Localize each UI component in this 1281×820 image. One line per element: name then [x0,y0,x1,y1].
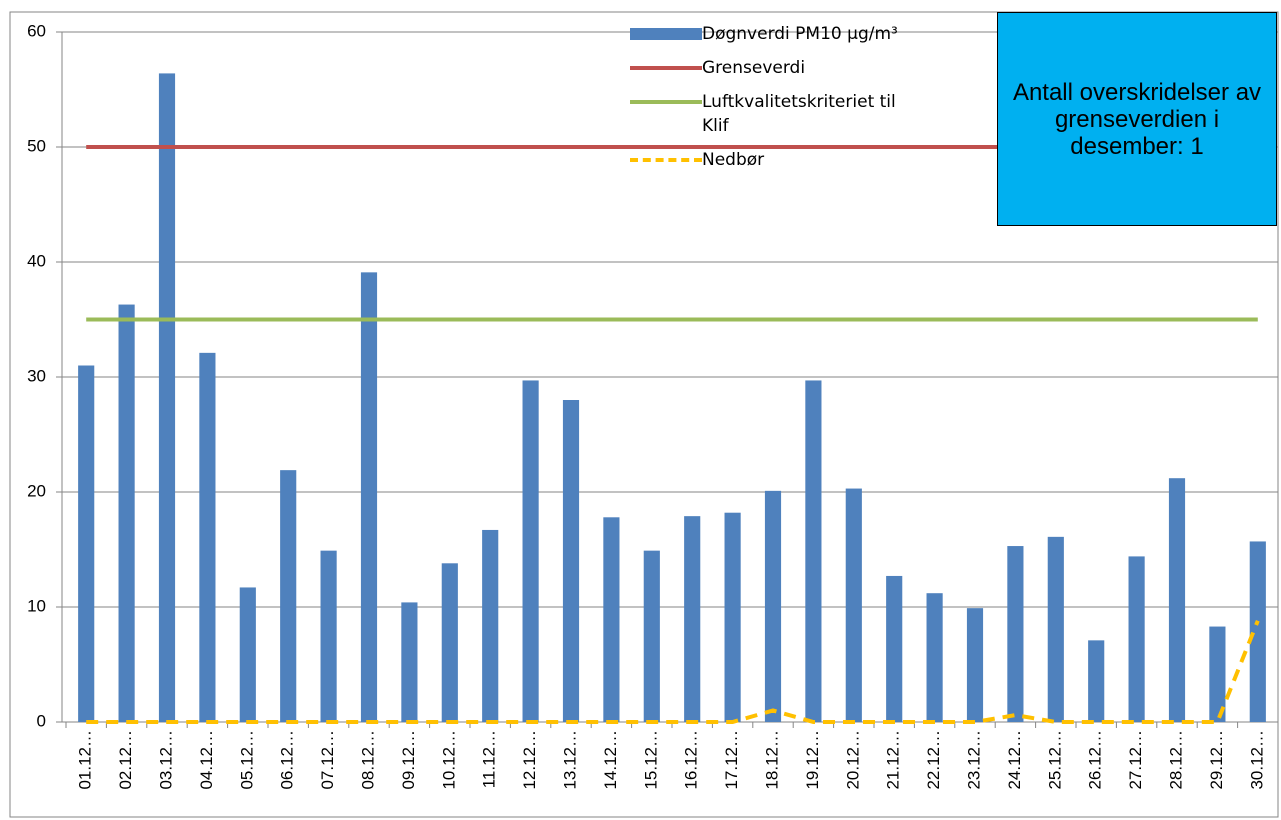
y-tick-label: 60 [27,21,46,40]
bar [199,352,216,722]
bar [562,400,580,722]
bar [805,380,822,722]
line-series [86,620,1260,724]
bar [1249,541,1266,722]
y-tick-label: 0 [37,711,46,730]
x-tick-label: 18.12… [762,730,781,790]
legend-item: Døgnverdi PM10 µg/m³ [630,22,950,46]
x-tick-label: 20.12… [843,730,862,790]
x-tick-label: 03.12… [156,730,175,790]
bar [886,575,903,722]
bar [1047,536,1064,722]
x-tick-label: 17.12… [722,730,741,790]
x-tick-label: 30.12… [1247,730,1266,790]
bar [724,512,741,722]
x-tick-label: 10.12… [439,730,458,790]
y-tick-label: 30 [27,366,46,385]
x-tick-label: 26.12… [1086,730,1105,790]
bar [1007,546,1024,722]
legend-label: Luftkvalitetskriteriet til Klif [702,92,896,136]
chart-border [9,11,1279,818]
bar [360,272,378,722]
legend-item: Grenseverdi [630,56,950,80]
x-tick-label: 29.12… [1207,730,1226,790]
x-tick-label: 08.12… [358,730,377,790]
x-tick-label: 19.12… [803,730,822,790]
legend-swatch [630,148,702,170]
x-tick-label: 13.12… [560,730,579,790]
y-tick-label: 40 [27,251,46,270]
annotation: Antall overskridelser av grenseverdien i… [997,12,1277,226]
legend: Døgnverdi PM10 µg/m³ Grenseverdi Luftkvali… [630,22,950,182]
bar [643,550,660,722]
bar [966,608,984,722]
x-tick-label: 07.12… [318,730,337,790]
x-tick-label: 09.12… [399,730,418,790]
x-tick-label: 21.12… [884,730,903,790]
bar [239,587,256,722]
x-tick-label: 23.12… [964,730,983,790]
x-tick-label: 06.12… [278,730,297,790]
x-tick-label: 04.12… [197,730,216,790]
bar [1128,556,1145,722]
bar [603,517,620,722]
y-tick-label: 20 [27,481,46,500]
x-tick-label: 25.12… [1045,730,1064,790]
x-tick-label: 12.12… [520,730,539,790]
x-tick-label: 16.12… [682,730,701,790]
bar [78,365,95,722]
x-tick-label: 14.12… [601,730,620,790]
bar [118,304,135,722]
x-tick-label: 11.12… [480,730,499,788]
y-tick-label: 50 [27,136,46,155]
x-tick-label: 24.12… [1005,730,1024,790]
x-tick-label: 01.12… [76,730,95,790]
bar [280,470,297,722]
bar [684,516,701,722]
bar [158,73,176,722]
bar [441,563,458,722]
bar [845,488,862,722]
bar [764,490,782,722]
x-tick-label: 27.12… [1126,730,1145,790]
legend-swatch [630,22,702,44]
bar [482,529,499,722]
x-tick-label: 15.12… [641,730,660,790]
legend-swatch [630,56,702,78]
x-tick-label: 02.12… [116,730,135,790]
legend-label: Nedbør [702,150,765,170]
y-tick-label: 10 [27,596,46,615]
bar [1209,626,1226,722]
bar [320,550,337,722]
legend-item: Nedbør [630,148,950,172]
x-tick-label: 22.12… [924,730,943,790]
legend-item: Luftkvalitetskriteriet til Klif [630,90,950,138]
bar [1168,478,1186,722]
legend-label: Døgnverdi PM10 µg/m³ [702,24,898,44]
bar [401,602,418,722]
x-tick-label: 05.12… [237,730,256,790]
legend-label: Grenseverdi [702,58,806,78]
bar [522,380,539,722]
bar [1088,640,1105,722]
bar [926,593,943,722]
x-tick-label: 28.12… [1166,730,1185,790]
legend-swatch [630,90,702,112]
